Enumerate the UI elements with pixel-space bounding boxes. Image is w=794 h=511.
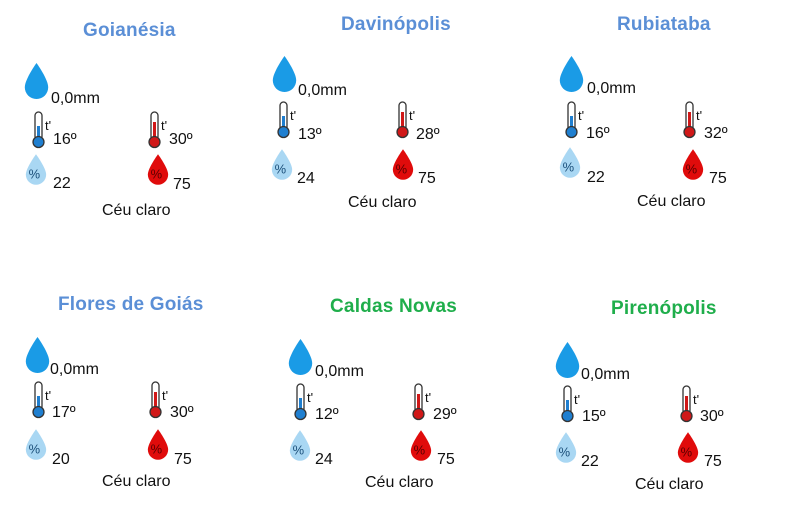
rain-value: 0,0mm: [51, 90, 100, 107]
rain-drop-icon: [271, 53, 298, 95]
city-name: Rubiataba: [617, 14, 711, 35]
rain-drop-icon: [23, 60, 50, 102]
rain-drop-icon: [24, 334, 51, 376]
temp-min-value: 12º: [315, 406, 339, 423]
humidity-min-value: 24: [297, 170, 315, 187]
temp-min-value: 16º: [53, 131, 77, 148]
humidity-max-value: 75: [174, 451, 192, 468]
rain-value: 0,0mm: [298, 82, 347, 99]
condition-text: Céu claro: [102, 202, 171, 219]
humidity-max-value: 75: [704, 453, 722, 470]
city-card-rubiataba: Rubiataba 0,0mm 16º 32º 22 75 Céu claro: [555, 12, 794, 212]
rain-value: 0,0mm: [315, 363, 364, 380]
temp-min-value: 16º: [586, 125, 610, 142]
city-card-goianesia: Goianésia 0,0mm 16º 30º 22 75 Céu claro: [20, 18, 260, 219]
humidity-max-value: 75: [418, 170, 436, 187]
temp-max-value: 29º: [433, 406, 457, 423]
humidity-high-icon: [681, 147, 705, 183]
rain-drop-icon: [558, 53, 585, 95]
humidity-low-icon: [558, 145, 582, 181]
city-card-davinopolis: Davinópolis 0,0mm 13º 28º 24 75 Céu clar…: [268, 12, 508, 212]
humidity-high-icon: [391, 147, 415, 183]
humidity-min-value: 20: [52, 451, 70, 468]
humidity-low-icon: [24, 427, 48, 463]
humidity-high-icon: [409, 428, 433, 464]
city-card-caldas-novas: Caldas Novas 0,0mm 12º 29º 24 75 Céu cla…: [283, 294, 523, 494]
city-name: Flores de Goiás: [58, 294, 204, 315]
temp-max-value: 30º: [700, 408, 724, 425]
humidity-high-icon: [146, 152, 170, 188]
temp-max-value: 32º: [704, 125, 728, 142]
temp-min-value: 15º: [582, 408, 606, 425]
condition-text: Céu claro: [637, 193, 706, 210]
humidity-high-icon: [676, 430, 700, 466]
city-name: Goianésia: [83, 20, 176, 41]
humidity-low-icon: [554, 430, 578, 466]
condition-text: Céu claro: [365, 474, 434, 491]
humidity-max-value: 75: [437, 451, 455, 468]
rain-value: 0,0mm: [581, 366, 630, 383]
humidity-high-icon: [146, 427, 170, 463]
humidity-low-icon: [270, 147, 294, 183]
city-card-flores-de-goias: Flores de Goiás 0,0mm 17º 30º 20 75 Céu …: [20, 292, 260, 492]
temp-max-value: 28º: [416, 126, 440, 143]
rain-value: 0,0mm: [587, 80, 636, 97]
humidity-min-value: 22: [53, 175, 71, 192]
humidity-min-value: 24: [315, 451, 333, 468]
rain-drop-icon: [554, 339, 581, 381]
temp-min-value: 17º: [52, 404, 76, 421]
temp-max-value: 30º: [169, 131, 193, 148]
rain-drop-icon: [287, 336, 314, 378]
city-name: Pirenópolis: [611, 298, 717, 319]
city-name: Caldas Novas: [330, 296, 458, 317]
humidity-low-icon: [288, 428, 312, 464]
temp-max-value: 30º: [170, 404, 194, 421]
humidity-max-value: 75: [173, 176, 191, 193]
humidity-max-value: 75: [709, 170, 727, 187]
condition-text: Céu claro: [348, 194, 417, 211]
humidity-min-value: 22: [581, 453, 599, 470]
humidity-min-value: 22: [587, 169, 605, 186]
city-name: Davinópolis: [341, 14, 451, 35]
city-card-pirenopolis: Pirenópolis 0,0mm 15º 30º 22 75 Céu clar…: [552, 296, 792, 496]
condition-text: Céu claro: [635, 476, 704, 493]
temp-min-value: 13º: [298, 126, 322, 143]
rain-value: 0,0mm: [50, 361, 99, 378]
condition-text: Céu claro: [102, 473, 171, 490]
humidity-low-icon: [24, 152, 48, 188]
